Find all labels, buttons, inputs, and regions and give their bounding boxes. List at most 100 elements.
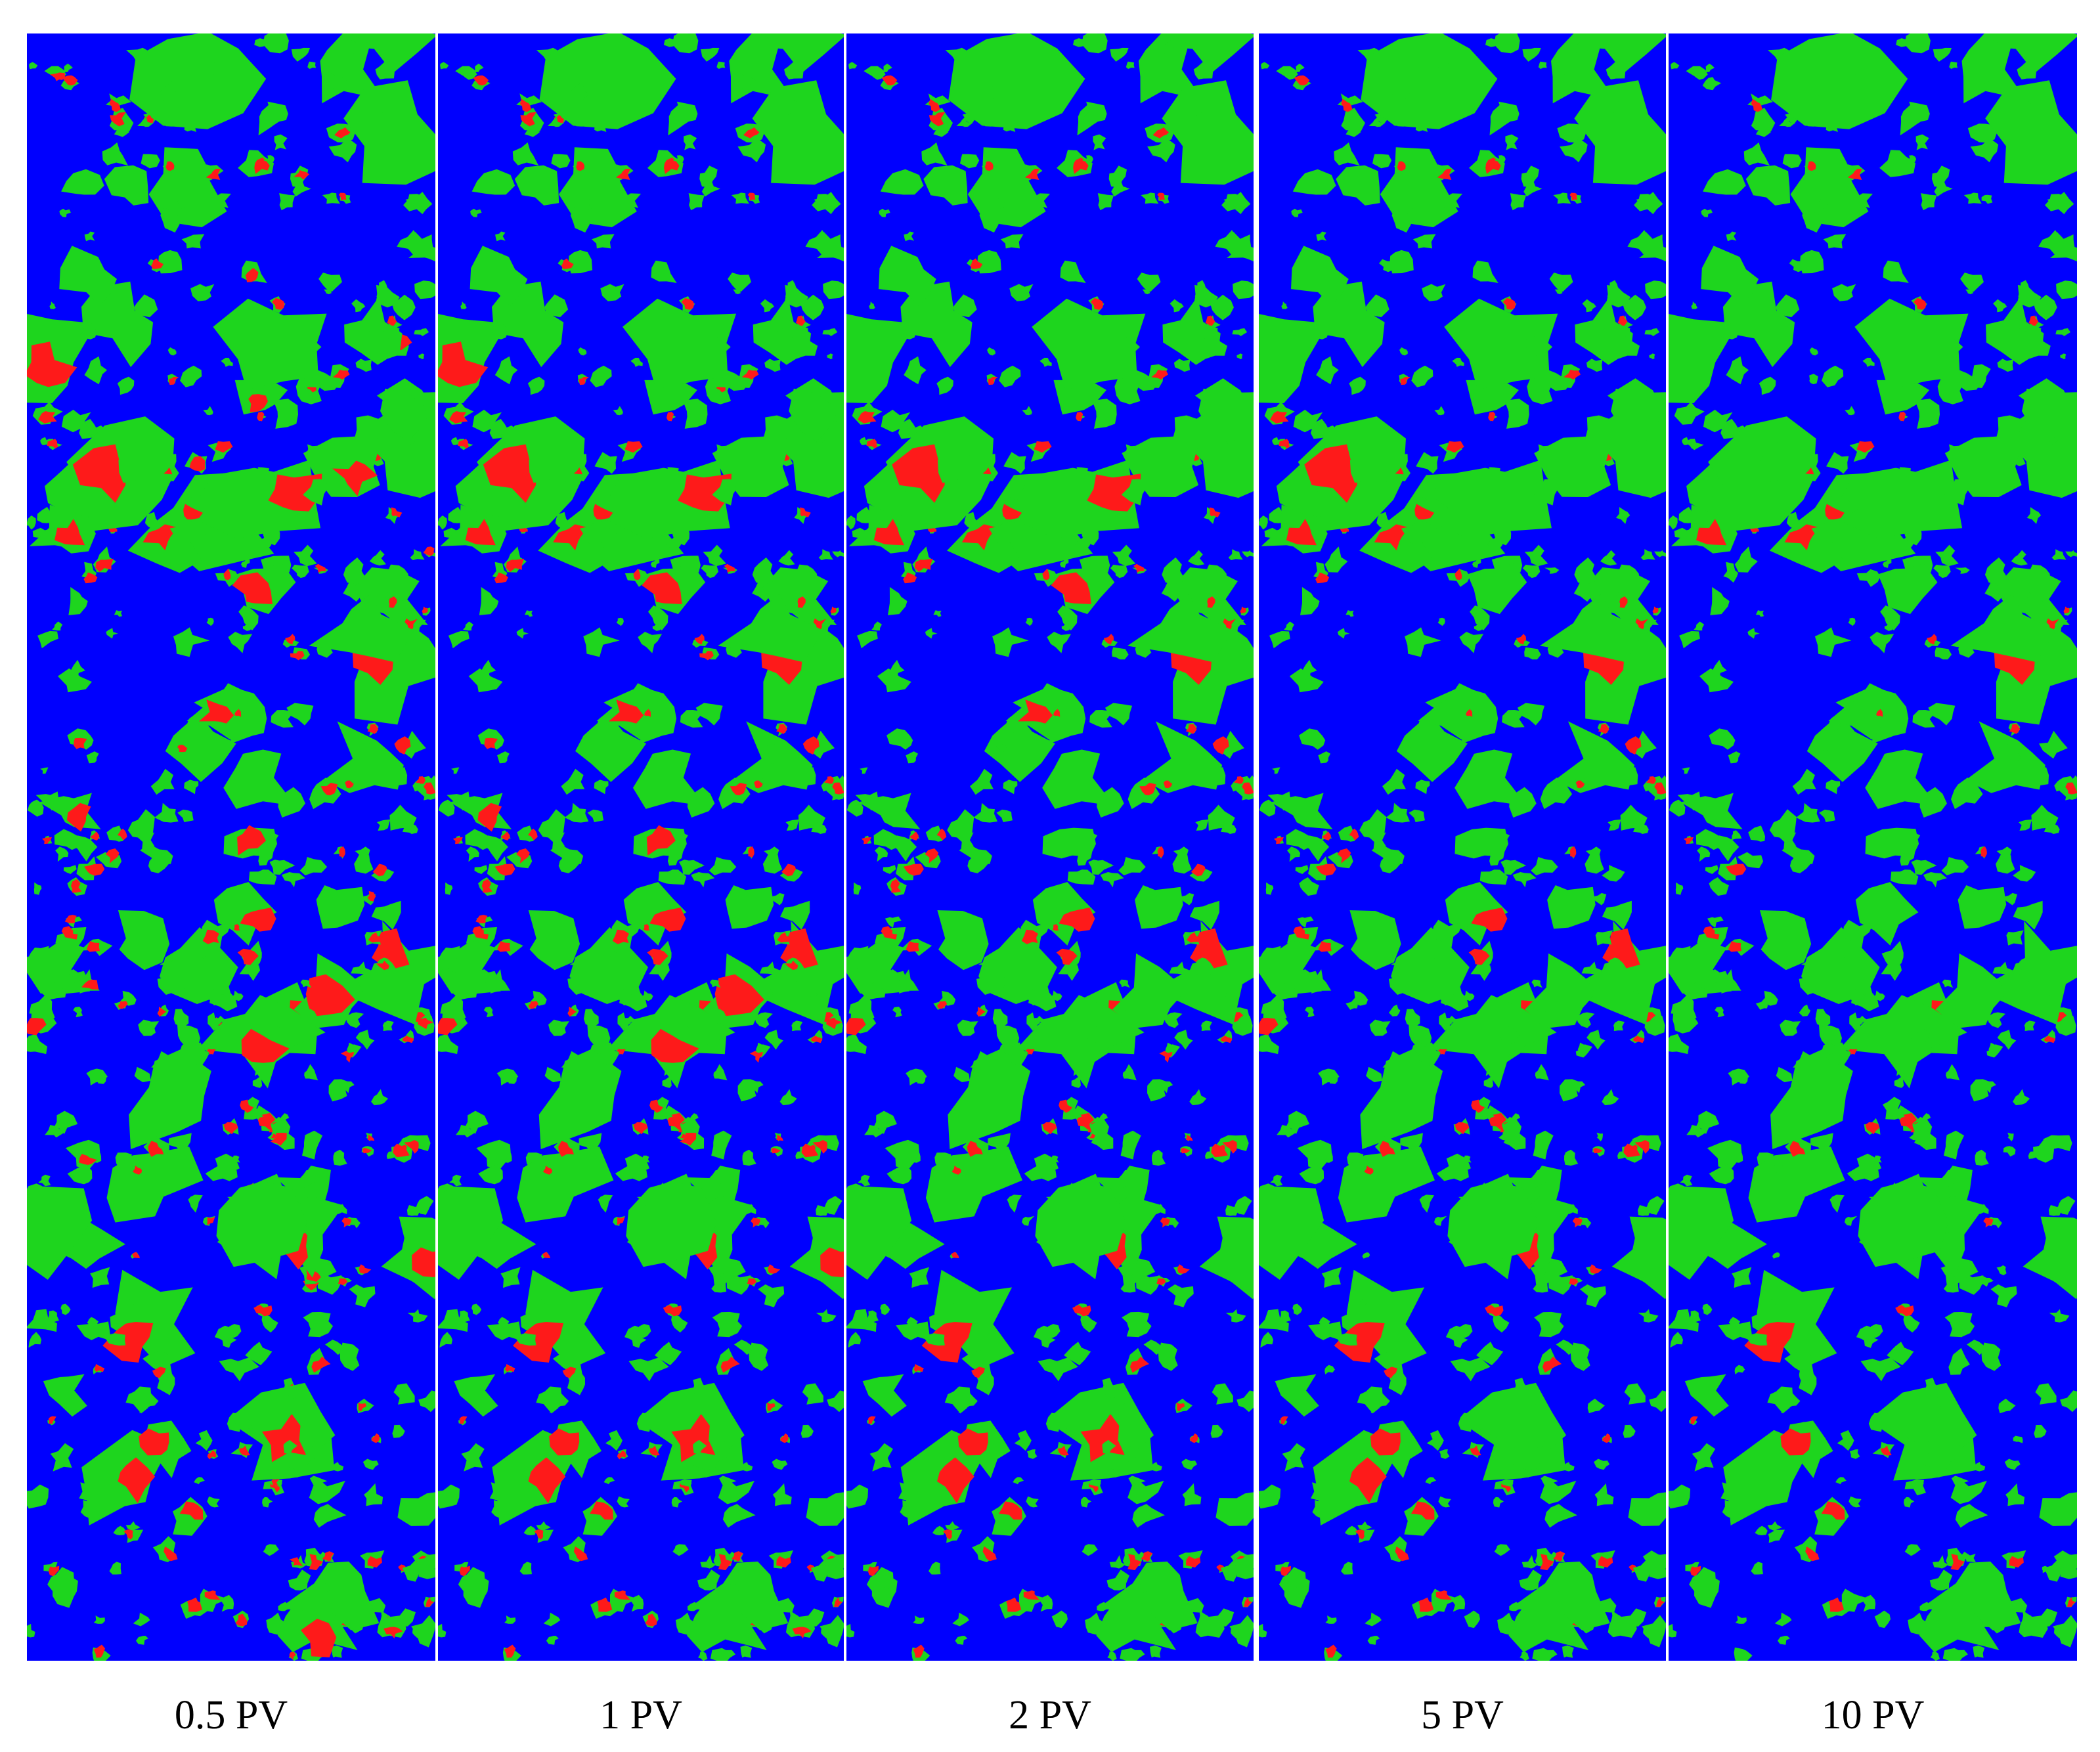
oil-blob (452, 837, 463, 844)
pore-blob (63, 63, 73, 73)
oil-blob (1270, 411, 1289, 424)
oil-blob (1435, 1590, 1452, 1600)
oil-blob (528, 828, 538, 841)
pore-blob (1776, 1066, 1793, 1082)
pore-blob (393, 1383, 415, 1405)
pore-blob (1970, 138, 1999, 163)
panel-label: 5 PV (1421, 1693, 1504, 1738)
pore-blob (61, 169, 104, 195)
oil-blob (648, 1445, 660, 1456)
oil-blob (86, 941, 100, 952)
pore-blob (1372, 154, 1392, 169)
pore-blob (610, 164, 634, 181)
oil-blob (1341, 99, 1353, 112)
pore-blob (1039, 357, 1052, 367)
pore-blob (478, 969, 497, 984)
pore-blob (525, 610, 533, 617)
pore-blob (1470, 605, 1490, 631)
pore-blob (1082, 1544, 1098, 1556)
pore-blob (1933, 1469, 1943, 1478)
pore-blob (869, 301, 875, 309)
pore-blob (1576, 1012, 1595, 1028)
oil-blob (1516, 634, 1527, 645)
pore-blob (103, 1333, 126, 1346)
pore-blob (47, 1567, 74, 1593)
pore-blob (802, 1383, 823, 1405)
pore-blob (1043, 1324, 1061, 1339)
pore-blob (1669, 1309, 1699, 1332)
pore-blob (2024, 592, 2045, 609)
oil-blob (234, 709, 242, 717)
pore-blob (451, 767, 460, 774)
pore-blob (455, 66, 477, 80)
pore-blob (1305, 1007, 1315, 1018)
pore-blob (1636, 192, 1663, 215)
pore-blob (1359, 809, 1387, 839)
oil-blob (1318, 941, 1332, 952)
pore-blob (1437, 617, 1445, 626)
oil-blob (139, 1428, 169, 1456)
pore-blob (1524, 953, 1596, 1028)
pore-blob (200, 164, 224, 181)
pore-blob (1493, 1497, 1504, 1508)
pore-blob (106, 825, 123, 842)
oil-blob (678, 473, 732, 512)
pore-blob (376, 280, 388, 297)
oil-blob (724, 563, 735, 573)
pore-blob (1844, 1215, 1858, 1226)
oil-blob (881, 926, 898, 940)
oil-blob (830, 606, 837, 614)
pore-blob (1368, 116, 1384, 127)
pore-blob (1642, 1615, 1666, 1648)
pore-blob (1996, 851, 2015, 874)
oil-blob (937, 1457, 974, 1504)
pore-blob (1644, 1015, 1665, 1036)
pore-blob (87, 1317, 98, 1328)
pore-blob (1131, 1583, 1150, 1600)
pore-blob (584, 1009, 599, 1028)
pore-blob (1694, 621, 1705, 631)
oil-blob (616, 169, 630, 180)
pore-blob (1455, 1324, 1473, 1339)
oil-blob (1728, 941, 1742, 952)
pore-blob (538, 1049, 622, 1149)
pore-blob (445, 882, 453, 895)
oil-blob (1880, 1445, 1892, 1456)
oil-blob (475, 915, 488, 924)
pore-blob (1669, 946, 1691, 971)
pore-blob (1517, 703, 1545, 726)
pore-blob (1939, 1170, 1963, 1188)
pore-blob (1366, 1066, 1382, 1082)
pore-blob (1295, 63, 1305, 73)
pore-blob (925, 825, 943, 842)
oil-blob (567, 1007, 577, 1017)
pore-blob (1554, 286, 1563, 295)
pore-blob (1396, 714, 1468, 782)
pore-blob (355, 743, 381, 765)
pore-blob (1594, 1458, 1610, 1470)
pore-blob (1800, 250, 1824, 274)
oil-blob (71, 879, 82, 893)
oil-blob (1349, 828, 1359, 841)
oil-blob (289, 1557, 303, 1566)
oil-blob (1455, 1122, 1470, 1135)
oil-blob (506, 558, 524, 573)
pore-blob (29, 62, 38, 70)
oil-blob (1042, 568, 1050, 580)
pore-blob (1000, 234, 1024, 249)
pore-blob (373, 100, 391, 116)
pore-blob (2051, 549, 2067, 561)
pore-blob (1608, 819, 1621, 831)
pore-blob (751, 1080, 764, 1093)
pore-blob (1745, 165, 1791, 206)
pore-blob (1110, 47, 1129, 62)
pore-blob (448, 630, 470, 649)
pore-blob (1349, 376, 1366, 395)
pore-blob (1071, 1076, 1081, 1088)
pore-blob (1674, 401, 1705, 425)
pore-blob (1174, 743, 1199, 765)
pore-blob (883, 63, 892, 73)
pore-blob (199, 951, 207, 959)
pore-blob (160, 81, 179, 103)
pore-blob (302, 1130, 323, 1160)
